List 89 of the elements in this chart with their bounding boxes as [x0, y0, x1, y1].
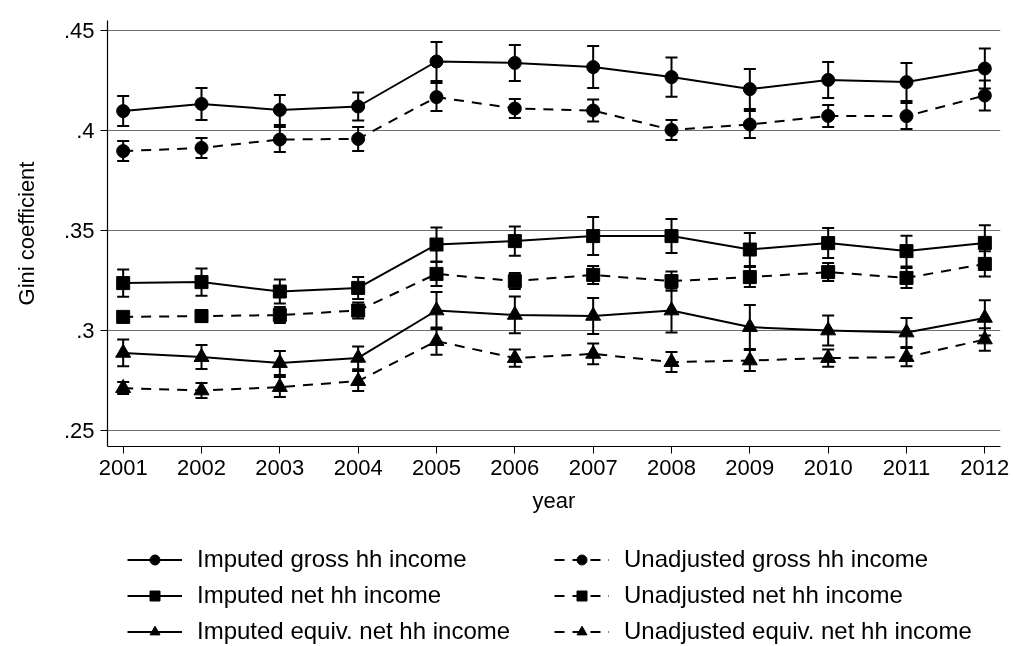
point: [586, 103, 601, 118]
point: [664, 229, 679, 244]
y-tick-label: .35: [63, 218, 95, 243]
x-tick-label: 2005: [412, 454, 461, 480]
point: [742, 82, 757, 97]
point: [742, 270, 757, 285]
point: [899, 109, 914, 124]
point: [271, 353, 288, 368]
point: [429, 266, 444, 281]
point: [429, 237, 444, 252]
x-tick-label: 2011: [882, 454, 931, 480]
legend-label: Unadjusted equiv. net hh income: [624, 617, 973, 645]
point: [350, 371, 367, 386]
point: [977, 61, 992, 76]
x-tick-label: 2004: [333, 454, 383, 480]
point: [820, 321, 837, 336]
point: [741, 317, 758, 332]
point: [898, 323, 915, 338]
x-tick-label: 2009: [725, 454, 775, 480]
point: [351, 99, 366, 114]
point: [428, 301, 445, 316]
x-tick-label: 2010: [803, 454, 853, 480]
point: [194, 275, 209, 290]
point: [429, 54, 444, 69]
point: [742, 117, 757, 132]
point: [821, 236, 836, 251]
point: [507, 234, 522, 249]
y-tick-label: .3: [76, 318, 95, 343]
point: [585, 344, 602, 359]
point: [272, 284, 287, 299]
point: [898, 347, 915, 362]
point: [507, 55, 522, 70]
point: [116, 104, 131, 119]
legend-label: Imputed gross hh income: [197, 545, 468, 573]
point: [116, 276, 131, 291]
point: [506, 348, 523, 363]
x-tick-label: 2008: [647, 454, 696, 480]
x-tick-label: 2001: [98, 454, 148, 480]
point: [428, 331, 445, 346]
point: [821, 108, 836, 123]
point: [429, 90, 444, 105]
x-axis-title: year: [532, 487, 576, 513]
point: [899, 75, 914, 90]
point: [585, 306, 602, 321]
point: [115, 343, 132, 358]
point: [976, 330, 993, 345]
point: [116, 144, 131, 159]
x-tick-label: 2002: [177, 454, 226, 480]
legend-label: Unadjusted net hh income: [624, 581, 904, 609]
y-tick-label: .25: [63, 418, 95, 443]
point: [507, 101, 522, 116]
point: [586, 60, 601, 75]
point: [977, 256, 992, 271]
legend-label: Imputed equiv. net hh income: [197, 617, 512, 645]
point: [506, 305, 523, 320]
point: [977, 88, 992, 103]
point: [194, 96, 209, 111]
point: [586, 229, 601, 244]
point: [193, 347, 210, 362]
point: [821, 72, 836, 87]
point: [272, 102, 287, 117]
y-tick-label: .4: [76, 118, 95, 143]
point: [976, 308, 993, 323]
point: [663, 352, 680, 367]
point: [271, 377, 288, 392]
point: [663, 301, 680, 316]
point: [664, 122, 679, 137]
point: [664, 274, 679, 289]
x-tick-label: 2003: [255, 454, 305, 480]
y-tick-label: .45: [63, 18, 95, 43]
x-tick-label: 2012: [960, 454, 1010, 480]
legend-label: Imputed net hh income: [197, 581, 443, 609]
y-axis-title: Gini coefficient: [13, 161, 39, 306]
point: [741, 351, 758, 366]
point: [194, 140, 209, 155]
legend-label: Unadjusted gross hh income: [624, 545, 930, 573]
point: [742, 242, 757, 257]
point: [664, 70, 679, 85]
point: [899, 270, 914, 285]
point: [820, 348, 837, 363]
point: [350, 348, 367, 363]
point: [977, 235, 992, 250]
point: [899, 244, 914, 259]
point: [272, 132, 287, 147]
x-tick-label: 2006: [490, 454, 540, 480]
point: [351, 280, 366, 295]
point: [351, 131, 366, 146]
point: [116, 309, 131, 324]
x-tick-label: 2007: [568, 454, 618, 480]
